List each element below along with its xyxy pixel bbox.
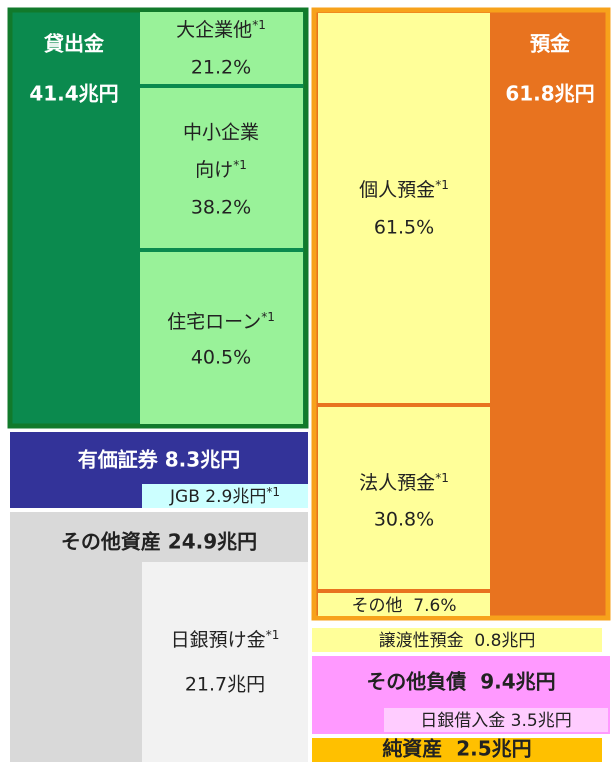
deposit-item xyxy=(318,593,490,616)
loan-item xyxy=(140,12,303,84)
item-label: 大企業他*1 xyxy=(176,18,266,41)
item-share: 38.2% xyxy=(191,197,251,219)
boj-loan-label: 日銀借入金 3.5兆円 xyxy=(420,711,571,731)
item-share: 21.2% xyxy=(191,57,251,79)
label: 日銀預け金 xyxy=(171,629,266,651)
loans-amount: 41.4兆円 xyxy=(29,82,118,106)
note: *1 xyxy=(266,628,280,642)
boj-deposit-label: 日銀預け金*1 xyxy=(171,628,280,651)
note: *1 xyxy=(261,310,275,324)
loan-item xyxy=(140,252,303,424)
net-assets-label: 純資産 2.5兆円 xyxy=(382,737,531,761)
label: 住宅ローン xyxy=(167,311,261,333)
item-label: 個人預金*1 xyxy=(359,178,449,201)
deposits-label: 預金 xyxy=(530,32,571,56)
item-label: 向け*1 xyxy=(195,158,247,181)
note: *1 xyxy=(266,485,280,499)
item-label: 住宅ローン*1 xyxy=(167,310,275,333)
item-label: 法人預金*1 xyxy=(359,471,449,494)
deposit-item xyxy=(318,13,490,403)
deposit-item xyxy=(318,407,490,589)
boj-loan-block xyxy=(384,708,608,732)
label: 個人預金 xyxy=(359,179,435,201)
note: *1 xyxy=(252,18,266,32)
boj-deposit-amount: 21.7兆円 xyxy=(185,674,265,696)
jgb-block xyxy=(142,484,308,508)
other-liabilities-label: その他負債 9.4兆円 xyxy=(366,670,555,694)
note: *1 xyxy=(435,471,449,485)
label: 大企業他 xyxy=(176,19,252,41)
loans-label: 貸出金 xyxy=(43,32,105,56)
item-label: 中小企業 xyxy=(183,122,259,144)
item-share: 61.5% xyxy=(374,217,434,239)
cd-label: 譲渡性預金 0.8兆円 xyxy=(379,631,536,651)
cd-block xyxy=(312,628,602,652)
deposits-amount: 61.8兆円 xyxy=(505,82,594,106)
item-share: 40.5% xyxy=(191,347,251,369)
jgb-label: JGB 2.9兆円*1 xyxy=(169,485,280,508)
note: *1 xyxy=(435,178,449,192)
item-share: 30.8% xyxy=(374,509,434,531)
note: *1 xyxy=(233,158,247,172)
securities-label: 有価証券 8.3兆円 xyxy=(78,448,240,472)
boj-deposit-block xyxy=(142,562,308,762)
label: 向け xyxy=(195,159,233,181)
item-label: その他 7.6% xyxy=(352,596,457,616)
label: JGB 2.9兆円 xyxy=(169,487,266,507)
other-assets-label: その他資産 24.9兆円 xyxy=(61,530,257,554)
label: 法人預金 xyxy=(359,472,435,494)
loan-item xyxy=(140,88,303,248)
net-assets-block xyxy=(312,738,602,762)
